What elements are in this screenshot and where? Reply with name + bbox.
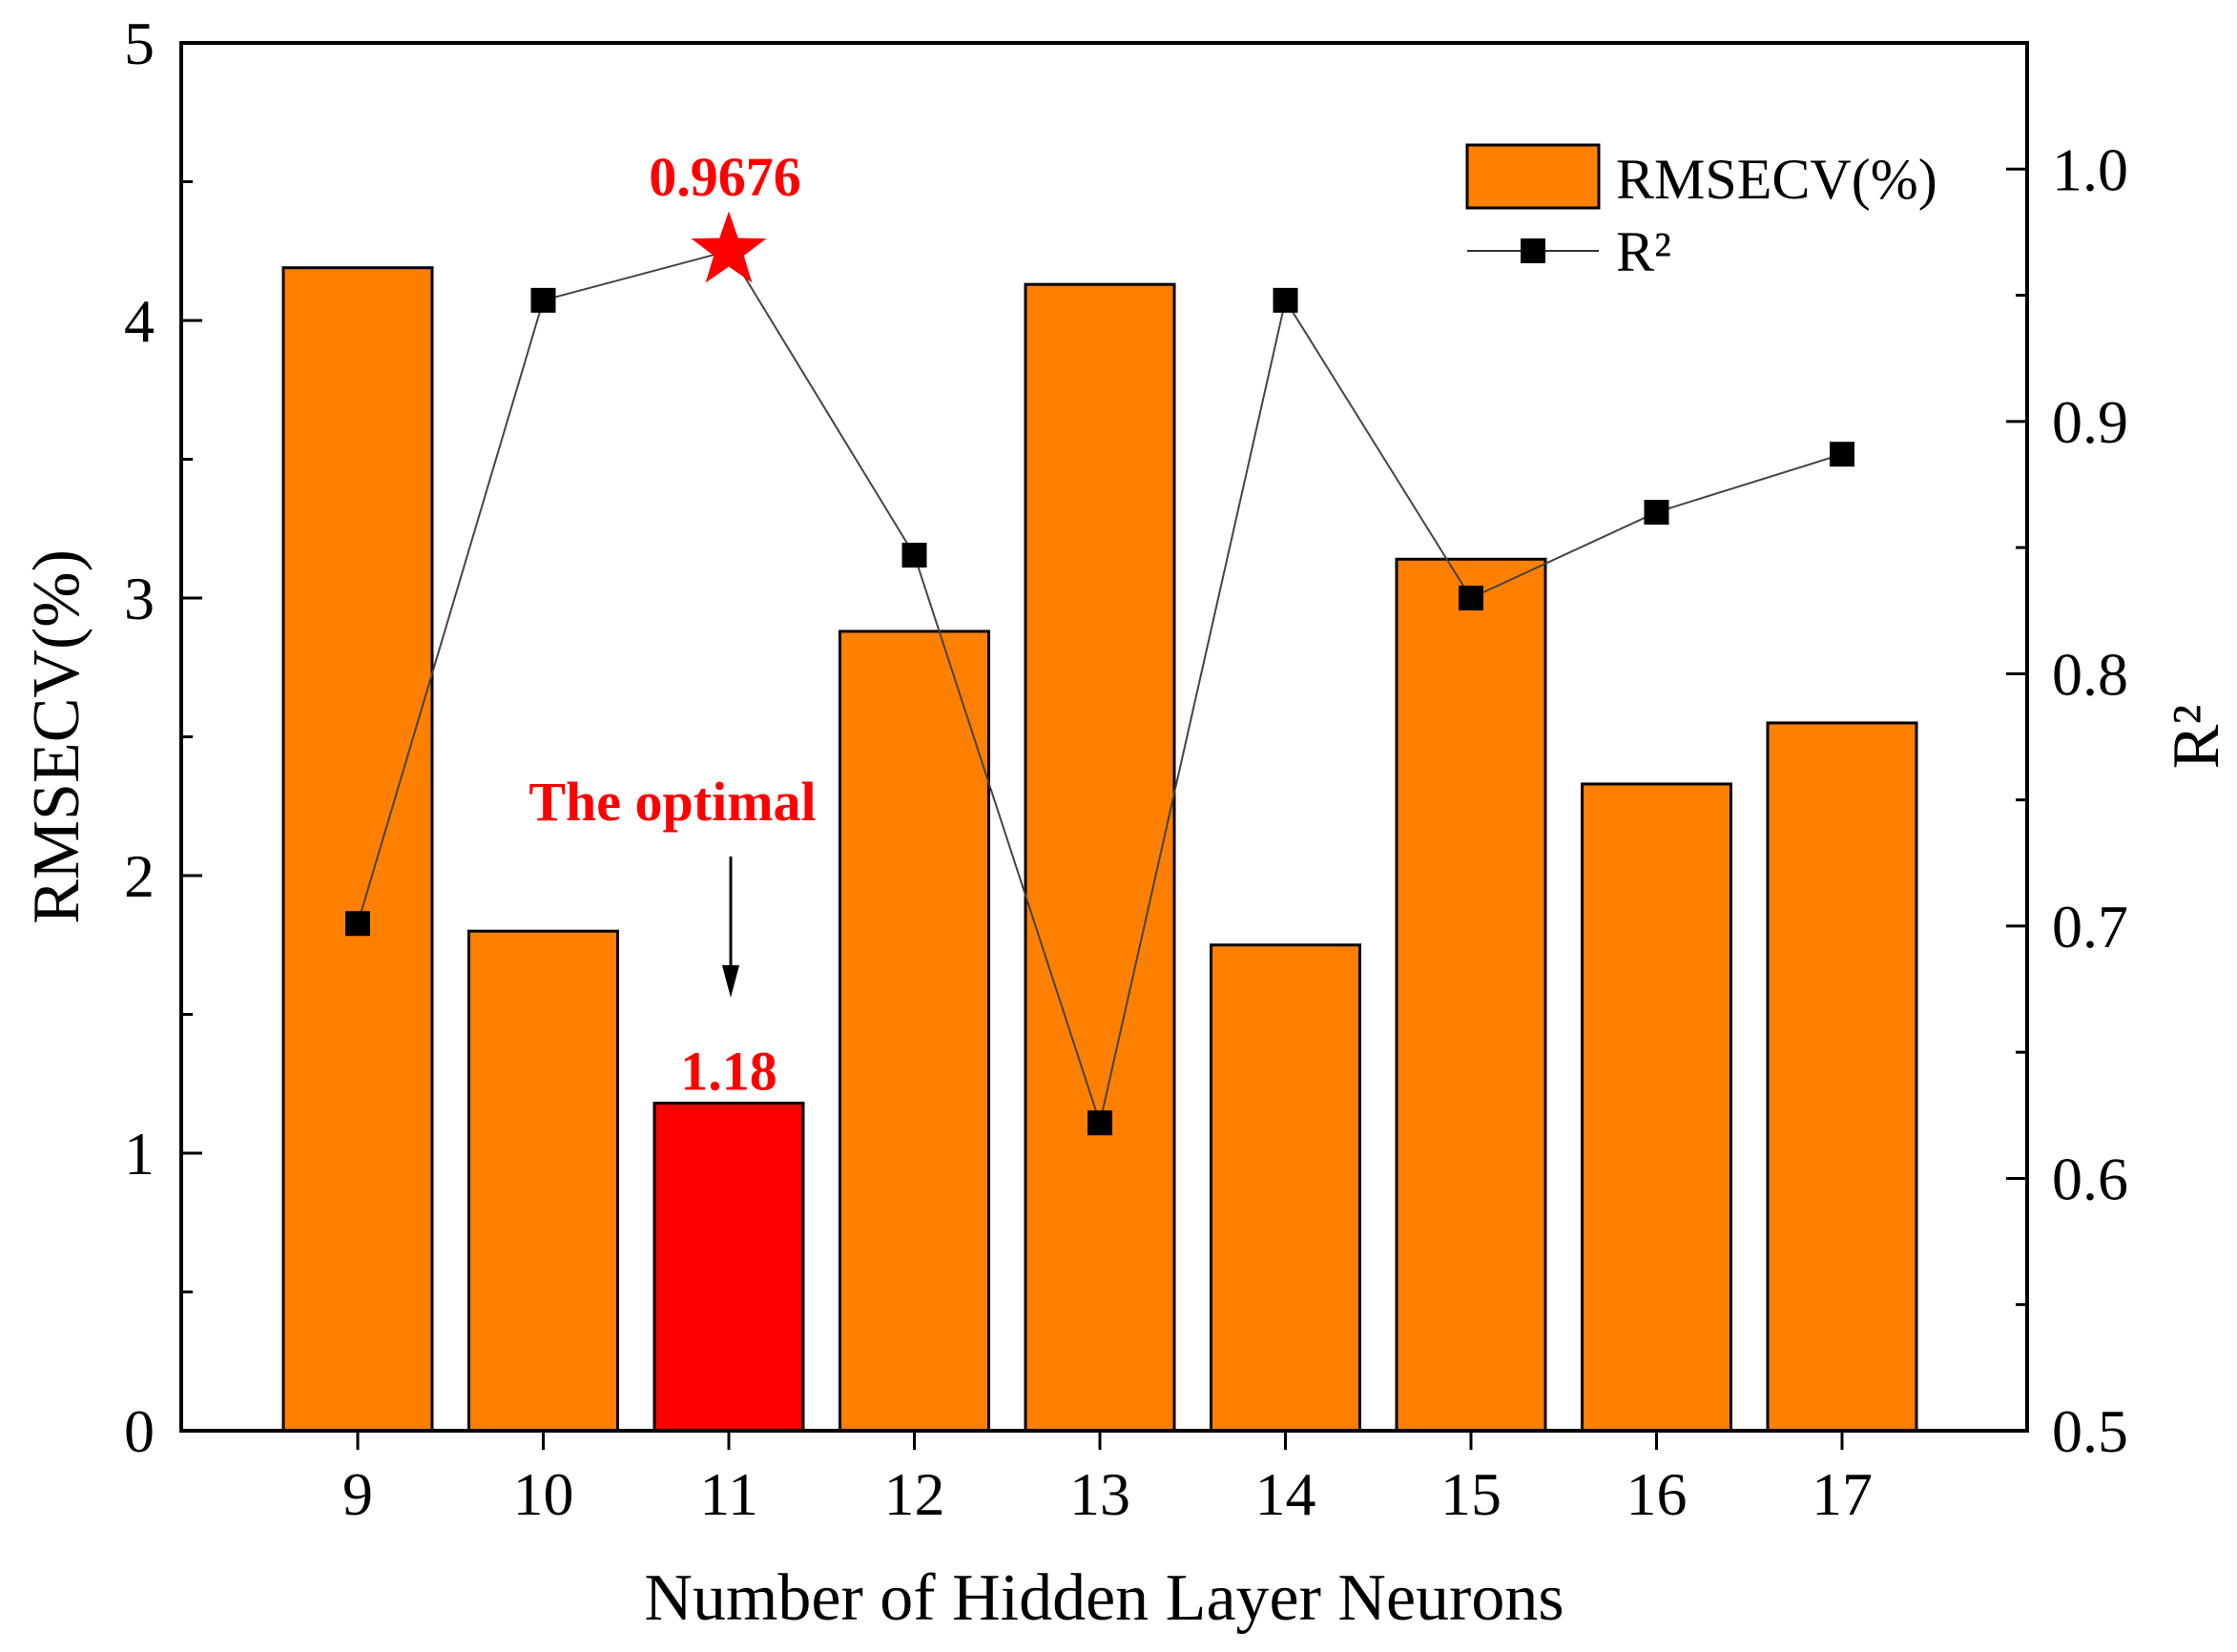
- right-tick-label: 0.5: [2052, 1397, 2128, 1465]
- left-tick-label: 4: [124, 287, 155, 355]
- x-tick-label-10: 10: [513, 1460, 574, 1528]
- bar-12: [839, 630, 990, 1433]
- r2-point-15: [1459, 586, 1483, 610]
- right-tick-label: 0.7: [2052, 893, 2128, 960]
- x-tick-label-12: 12: [884, 1460, 945, 1528]
- bar-15: [1395, 557, 1547, 1433]
- x-tick-label-15: 15: [1440, 1460, 1502, 1528]
- r2-point-13: [1087, 1110, 1112, 1136]
- left-tick-label: 0: [124, 1397, 155, 1465]
- r2-point-9: [345, 911, 370, 937]
- line-series-r2: [345, 211, 1854, 1136]
- legend-label-r2: R²: [1616, 220, 1671, 283]
- left-tick-label: 5: [124, 10, 155, 77]
- x-tick-label-17: 17: [1812, 1460, 1873, 1528]
- left-tick-label: 1: [124, 1120, 155, 1187]
- legend-swatch-rmsecv: [1465, 143, 1601, 210]
- optimal-label: The optimal: [528, 771, 816, 833]
- right-axis-ticks: 0.5 0.6 0.7 0.8 0.9 1.0: [2006, 135, 2128, 1465]
- bar-14: [1210, 943, 1361, 1433]
- right-tick-label: 0.9: [2052, 388, 2128, 456]
- r2-point-12: [901, 543, 927, 568]
- right-tick-label: 0.6: [2052, 1145, 2128, 1212]
- r2-point-14: [1273, 287, 1298, 313]
- optimal-arrow-head: [722, 965, 739, 998]
- x-tick-label-11: 11: [699, 1460, 758, 1528]
- x-axis-title: Number of Hidden Layer Neurons: [644, 1561, 1564, 1635]
- y-axis-title-left: RMSECV(%): [20, 549, 93, 924]
- x-axis-ticks: 9 10 11 12 13 14 15 16 17: [342, 1431, 1873, 1528]
- left-axis-ticks: 0 1 2 3 4 5: [124, 10, 202, 1465]
- y-axis-title-right: R²: [2160, 705, 2233, 770]
- bar-value-label: 1.18: [680, 1041, 777, 1103]
- x-tick-label-16: 16: [1626, 1460, 1688, 1528]
- right-tick-label: 0.8: [2052, 640, 2128, 708]
- bar-series-rmsecv: [281, 266, 1918, 1433]
- bar-10: [467, 929, 619, 1433]
- r2-point-11-star: [691, 211, 767, 283]
- legend-marker-r2: [1521, 238, 1545, 263]
- star-value-label: 0.9676: [649, 146, 801, 208]
- left-tick-label: 3: [124, 565, 155, 632]
- x-tick-label-9: 9: [342, 1460, 373, 1528]
- left-tick-label: 2: [124, 842, 155, 910]
- r2-point-16: [1644, 500, 1669, 526]
- r2-point-17: [1830, 442, 1854, 467]
- legend-label-rmsecv: RMSECV(%): [1616, 148, 1937, 211]
- bar-11: [652, 1102, 805, 1433]
- legend: RMSECV(%) R²: [1465, 143, 1937, 283]
- bar-13: [1024, 282, 1176, 1433]
- x-tick-label-14: 14: [1255, 1460, 1316, 1528]
- bar-17: [1766, 721, 1918, 1433]
- x-tick-label-13: 13: [1069, 1460, 1130, 1528]
- bar-9: [281, 266, 434, 1433]
- right-tick-label: 1.0: [2052, 135, 2128, 203]
- bar-16: [1581, 782, 1732, 1433]
- r2-point-10: [530, 287, 556, 313]
